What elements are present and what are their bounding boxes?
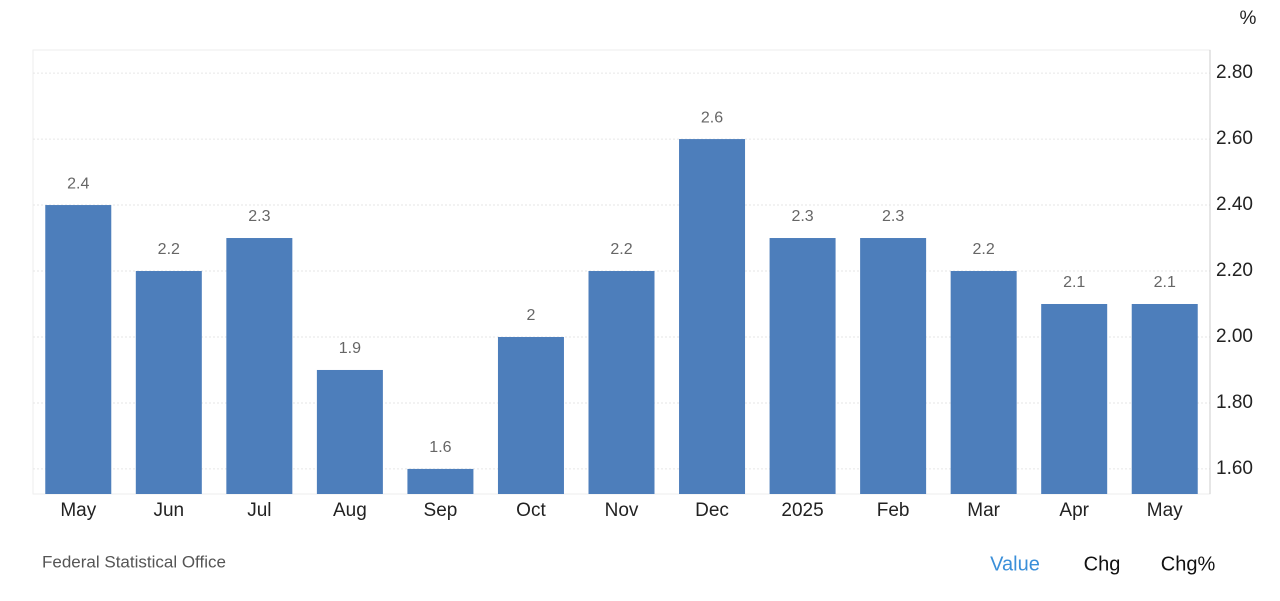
bar [769,238,836,494]
bar [679,139,746,494]
unit-label: % [1240,8,1257,29]
value-label: 2.2 [158,241,180,258]
x-tick-label: Jul [247,500,271,521]
bar [950,271,1017,494]
value-label: 2.1 [1063,274,1085,291]
x-tick-label: Oct [516,500,546,521]
y-tick-label: 1.80 [1216,392,1253,413]
tab-button[interactable]: Chg [1084,553,1121,575]
y-tick-label: 2.20 [1216,260,1253,281]
bar [1041,303,1108,494]
value-label: 2.3 [248,208,270,225]
bar [316,369,383,494]
x-tick-label: Sep [424,500,458,521]
value-label: 2.1 [1154,274,1176,291]
x-tick-label: Aug [333,500,367,521]
value-label: 2.2 [973,241,995,258]
y-tick-label: 2.40 [1216,194,1253,215]
value-label: 2 [527,307,536,324]
y-tick-label: 1.60 [1216,458,1253,479]
bar [860,238,927,494]
x-tick-label: Mar [967,500,1000,521]
x-tick-label: Dec [695,500,729,521]
bar [588,271,655,494]
source: Federal Statistical Office [42,552,226,571]
bar [497,336,564,494]
value-label: 1.6 [429,439,451,456]
value-label: 2.6 [701,109,723,126]
x-tick-label: May [1147,500,1183,521]
tab-button[interactable]: Value [990,553,1040,575]
value-label: 1.9 [339,340,361,357]
tab-button[interactable]: Chg% [1161,553,1216,575]
bar [45,205,112,494]
y-tick-label: 2.60 [1216,128,1253,149]
x-tick-label: Nov [605,500,639,521]
x-tick-label: Apr [1059,500,1089,521]
value-label: 2.4 [67,175,89,192]
value-label: 2.3 [791,208,813,225]
value-label: 2.3 [882,208,904,225]
x-tick-label: Feb [877,500,910,521]
bar [1131,303,1198,494]
y-tick-label: 2.00 [1216,326,1253,347]
value-label: 2.2 [610,241,632,258]
bar [226,238,293,494]
x-tick-label: Jun [153,500,184,521]
x-tick-label: May [60,500,96,521]
bar [135,271,202,494]
x-tick-label: 2025 [781,500,823,521]
y-tick-label: 2.80 [1216,62,1253,83]
bar [407,468,474,494]
